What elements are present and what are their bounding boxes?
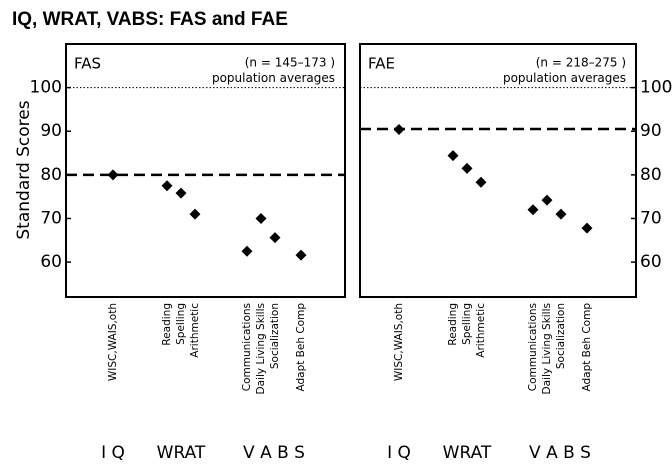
y-tick-label: 60: [40, 252, 62, 272]
y-tick-label: 70: [640, 208, 662, 228]
chart-title: IQ, WRAT, VABS: FAS and FAE: [12, 9, 288, 30]
y-axis-label: Standard Scores: [14, 100, 34, 239]
x-tick-label: Spelling: [175, 303, 187, 345]
data-point: [527, 204, 539, 216]
x-tick-label: Socialization: [555, 303, 567, 369]
y-tick-label: 90: [640, 121, 662, 141]
data-point: [269, 232, 281, 244]
data-point: [161, 180, 173, 192]
group-label: WRAT: [157, 443, 206, 463]
x-tick-label: Communications: [241, 303, 253, 391]
y-tick-label: 90: [40, 121, 62, 141]
data-point: [255, 212, 267, 224]
group-label: I Q: [101, 443, 125, 463]
y-tick-label: 70: [40, 208, 62, 228]
data-point: [461, 162, 473, 174]
data-point: [555, 208, 567, 220]
group-label: V A B S: [243, 443, 305, 463]
group-label: I Q: [387, 443, 411, 463]
population-label: population averages: [212, 71, 335, 85]
x-tick-label: Reading: [447, 303, 459, 346]
data-point: [295, 249, 307, 261]
data-point: [541, 194, 553, 206]
x-tick-label: Spelling: [461, 303, 473, 345]
data-point: [475, 176, 487, 188]
data-point: [107, 169, 119, 181]
y-tick-label: 80: [40, 165, 62, 185]
panel-label: FAS: [74, 55, 101, 73]
y-tick-label: 80: [640, 165, 662, 185]
data-point: [581, 222, 593, 234]
data-point: [447, 150, 459, 162]
data-point: [393, 123, 405, 135]
y-tick-label: 100: [30, 78, 62, 98]
panel-frame: [65, 43, 346, 298]
group-label: WRAT: [443, 443, 492, 463]
panel-label: FAE: [368, 55, 395, 73]
x-tick-label: Daily Living Skills: [255, 303, 267, 394]
x-tick-label: Reading: [161, 303, 173, 346]
x-tick-label: Adapt Beh Comp: [295, 303, 307, 392]
x-tick-label: WISC,WAIS,oth: [107, 303, 119, 381]
panel-frame: [359, 43, 637, 298]
x-tick-label: Arithmetic: [475, 303, 487, 358]
n-label: (n = 145–173 ): [245, 56, 335, 70]
x-tick-label: Adapt Beh Comp: [581, 303, 593, 392]
y-tick-label: 100: [640, 78, 672, 98]
x-tick-label: Socialization: [269, 303, 281, 369]
population-label: population averages: [503, 71, 626, 85]
x-tick-label: Daily Living Skills: [541, 303, 553, 394]
data-point: [241, 245, 253, 257]
group-label: V A B S: [529, 443, 591, 463]
n-label: (n = 218–275 ): [536, 56, 626, 70]
x-tick-label: Arithmetic: [189, 303, 201, 358]
x-tick-label: WISC,WAIS,oth: [393, 303, 405, 381]
data-point: [189, 208, 201, 220]
y-tick-label: 60: [640, 252, 662, 272]
x-tick-label: Communications: [527, 303, 539, 391]
data-point: [175, 187, 187, 199]
